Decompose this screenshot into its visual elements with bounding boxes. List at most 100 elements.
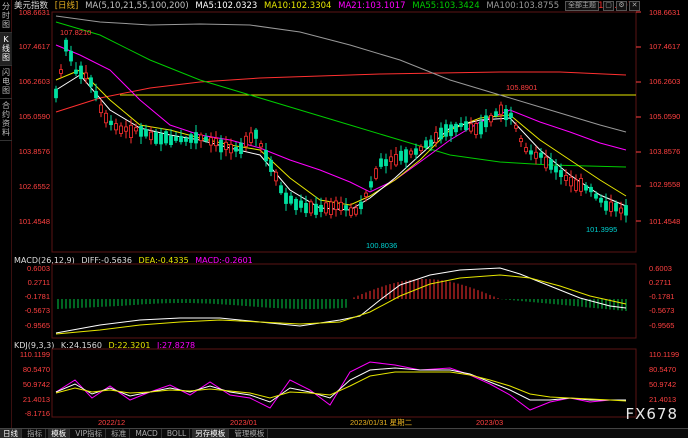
candle-body[interactable] — [299, 200, 303, 208]
candle-body[interactable] — [129, 124, 133, 138]
candle-body[interactable] — [94, 90, 98, 99]
candle-body[interactable] — [84, 72, 88, 80]
candle-body[interactable] — [559, 170, 563, 178]
candle-body[interactable] — [394, 154, 398, 166]
gear-icon[interactable]: ⚙ — [616, 1, 627, 11]
candle-body[interactable] — [289, 195, 293, 204]
candle-body[interactable] — [74, 69, 78, 74]
candle-body[interactable] — [304, 203, 308, 214]
candle-body[interactable] — [109, 120, 113, 126]
candle-body[interactable] — [349, 207, 353, 216]
candlestick-series[interactable] — [54, 37, 628, 223]
candle-body[interactable] — [624, 205, 628, 216]
candle-body[interactable] — [459, 123, 463, 127]
bottom-tab-daily[interactable]: 日线 — [0, 429, 22, 438]
bottom-tab-vip[interactable]: VIP指标 — [72, 429, 107, 438]
candle-body[interactable] — [114, 123, 118, 131]
bottom-tab-template[interactable]: 模板 — [48, 429, 71, 438]
candle-body[interactable] — [214, 138, 218, 147]
candle-body[interactable] — [434, 132, 438, 143]
candle-body[interactable] — [539, 152, 543, 158]
candle-body[interactable] — [484, 115, 488, 128]
candle-body[interactable] — [504, 109, 508, 121]
candle-body[interactable] — [279, 185, 283, 194]
candle-body[interactable] — [424, 140, 428, 148]
candle-body[interactable] — [494, 111, 498, 117]
candle-body[interactable] — [89, 77, 93, 87]
candle-body[interactable] — [209, 137, 213, 146]
candle-body[interactable] — [194, 132, 198, 144]
candle-body[interactable] — [344, 205, 348, 211]
candle-body[interactable] — [204, 136, 208, 142]
candle-body[interactable] — [334, 200, 338, 211]
candle-body[interactable] — [384, 159, 388, 167]
candle-body[interactable] — [364, 192, 368, 198]
candle-body[interactable] — [564, 175, 568, 181]
candle-body[interactable] — [469, 123, 473, 132]
candle-body[interactable] — [584, 185, 588, 191]
candle-body[interactable] — [324, 202, 328, 214]
candle-body[interactable] — [599, 197, 603, 203]
candle-body[interactable] — [294, 198, 298, 211]
candle-body[interactable] — [359, 201, 363, 210]
candle-body[interactable] — [224, 141, 228, 150]
candle-body[interactable] — [159, 133, 163, 145]
candle-body[interactable] — [314, 203, 318, 215]
candle-body[interactable] — [409, 150, 413, 155]
candle-body[interactable] — [164, 131, 168, 144]
candle-body[interactable] — [329, 201, 333, 215]
candle-body[interactable] — [229, 143, 233, 154]
candle-body[interactable] — [259, 143, 263, 148]
candle-body[interactable] — [124, 126, 128, 132]
candle-body[interactable] — [449, 124, 453, 137]
candle-body[interactable] — [514, 124, 518, 129]
candle-body[interactable] — [604, 200, 608, 211]
candle-body[interactable] — [509, 112, 513, 118]
candle-body[interactable] — [234, 147, 238, 152]
candle-body[interactable] — [419, 146, 423, 152]
candle-body[interactable] — [429, 139, 433, 147]
bottom-tab-boll[interactable]: BOLL — [164, 429, 191, 438]
chart-canvas[interactable]: 108.6631 107.4617 106.2603 105.0590 103.… — [0, 0, 688, 428]
side-tab-timeshare[interactable]: 分时图 — [0, 0, 12, 33]
candle-body[interactable] — [59, 69, 63, 74]
copy-icon[interactable]: ▢ — [603, 1, 614, 11]
candle-body[interactable] — [544, 156, 548, 169]
close-icon[interactable]: ✕ — [629, 1, 640, 11]
candle-body[interactable] — [134, 127, 138, 132]
candle-body[interactable] — [479, 121, 483, 135]
bottom-tab-standard[interactable]: 标准 — [108, 429, 131, 438]
bottom-tab-indicator[interactable]: 指标 — [24, 429, 47, 438]
bottom-tab-save-template[interactable]: 另存模板 — [192, 429, 230, 438]
candle-body[interactable] — [389, 156, 393, 162]
candle-body[interactable] — [174, 136, 178, 141]
candle-body[interactable] — [454, 123, 458, 133]
candle-body[interactable] — [54, 88, 58, 99]
candle-body[interactable] — [189, 134, 193, 143]
candle-body[interactable] — [269, 159, 273, 172]
candle-body[interactable] — [264, 150, 268, 162]
bottom-tab-manage-template[interactable]: 管理模板 — [231, 429, 269, 438]
candle-body[interactable] — [554, 166, 558, 173]
candle-body[interactable] — [179, 136, 183, 143]
candle-body[interactable] — [99, 104, 103, 114]
period-label[interactable]: [日线] — [54, 1, 79, 11]
candle-body[interactable] — [199, 134, 203, 142]
candle-body[interactable] — [614, 202, 618, 212]
candle-body[interactable] — [594, 193, 598, 199]
candle-body[interactable] — [319, 204, 323, 212]
candle-body[interactable] — [69, 50, 73, 62]
candle-body[interactable] — [64, 39, 68, 52]
candle-body[interactable] — [619, 207, 623, 214]
candle-body[interactable] — [239, 142, 243, 154]
candle-body[interactable] — [569, 176, 573, 187]
candle-body[interactable] — [489, 114, 493, 123]
candle-body[interactable] — [439, 127, 443, 140]
candle-body[interactable] — [474, 123, 478, 136]
bottom-tab-macd[interactable]: MACD — [132, 429, 162, 438]
candle-body[interactable] — [104, 112, 108, 124]
side-tab-flash[interactable]: 闪电图 — [0, 66, 12, 99]
candle-body[interactable] — [524, 147, 528, 153]
candle-body[interactable] — [374, 168, 378, 179]
side-tab-contract[interactable]: 合约资料 — [0, 99, 12, 141]
